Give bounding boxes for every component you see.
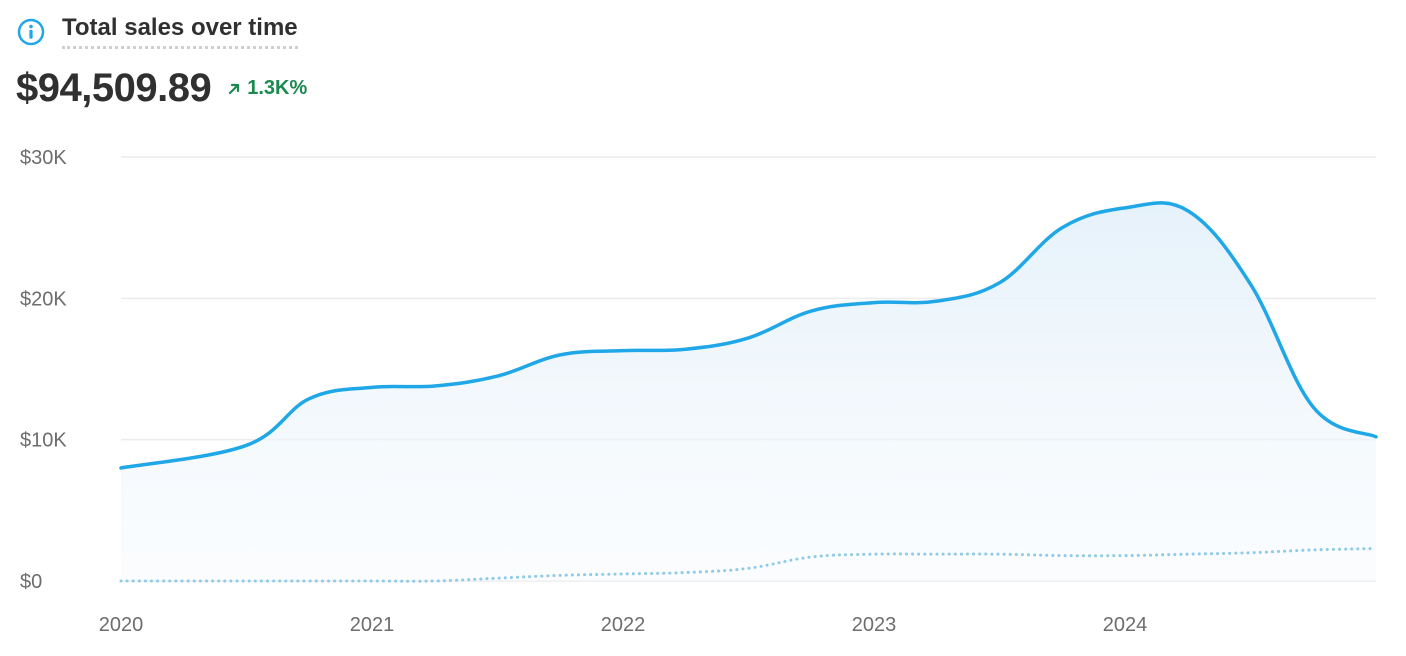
x-tick-label: 2021 (350, 614, 395, 636)
y-tick-label: $0 (20, 571, 42, 593)
x-tick-label: 2022 (601, 614, 646, 636)
comparison-line-series[interactable] (119, 546, 1378, 583)
y-tick-label: $20K (20, 288, 67, 310)
x-tick-label: 2020 (99, 614, 144, 636)
sales-line-series[interactable] (119, 201, 1378, 470)
x-tick-label: 2024 (1103, 614, 1148, 636)
y-tick-label: $10K (20, 430, 67, 452)
chart-title[interactable]: Total sales over time (62, 14, 298, 49)
arrow-up-right-icon (229, 83, 240, 94)
change-percent: 1.3K% (247, 77, 308, 99)
metric-summary: $94,509.89 1.3K% (16, 66, 307, 111)
change-badge: 1.3K% (227, 77, 307, 100)
sales-area-fill (121, 202, 1376, 581)
info-icon[interactable] (16, 17, 46, 47)
x-tick-label: 2023 (852, 614, 897, 636)
y-tick-label: $30K (20, 147, 67, 169)
total-sales-value: $94,509.89 (16, 66, 212, 110)
chart-header: Total sales over time (16, 14, 298, 49)
